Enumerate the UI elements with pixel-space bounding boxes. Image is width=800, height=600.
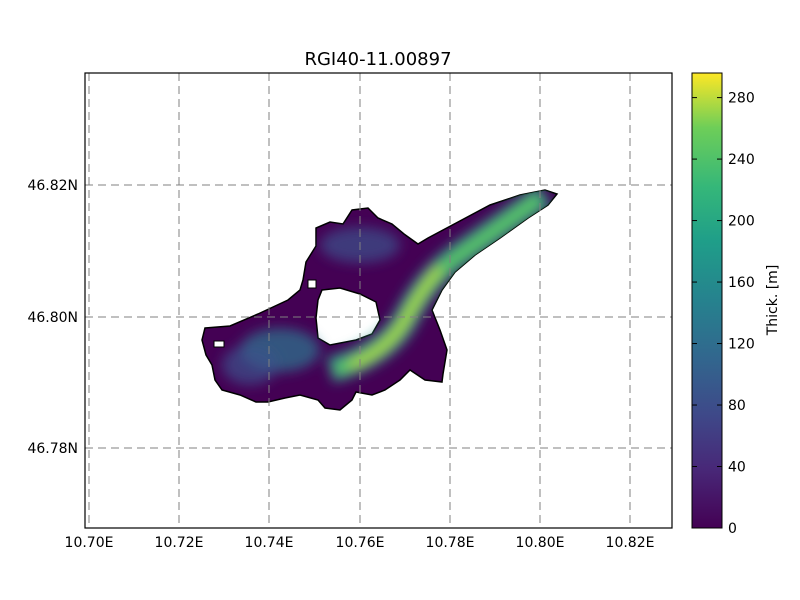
map-axes-border [84,72,673,529]
y-tick-label: 46.78N [27,441,78,457]
colorbar-tick-label: 120 [728,337,755,353]
colorbar-tick-label: 80 [728,398,746,414]
colorbar-tick-label: 160 [728,275,755,291]
y-axis-ticks: 46.82N 46.80N 46.78N [27,178,78,457]
x-tick-label: 10.72E [155,535,204,551]
map-grid [85,73,672,528]
x-tick-label: 10.80E [516,535,565,551]
x-axis-ticks: 10.70E 10.72E 10.74E 10.76E 10.78E 10.80… [65,535,655,551]
colorbar-tick-label: 240 [728,152,755,168]
glacier-thickness-field [201,189,559,411]
colorbar-tick-label: 280 [728,91,755,107]
colorbar-tick-label: 0 [728,521,737,537]
colorbar-tick-label: 40 [728,460,746,476]
y-tick-label: 46.80N [27,310,78,326]
nunatak-1 [213,340,225,348]
y-tick-label: 46.82N [27,178,78,194]
colorbar-gradient [691,72,723,529]
x-tick-label: 10.78E [426,535,475,551]
colorbar-ticks: 0 40 80 120 160 200 240 280 [692,91,755,537]
thickness-shading [222,190,553,385]
x-tick-label: 10.70E [65,535,114,551]
colorbar-tick-label: 200 [728,214,755,230]
x-tick-label: 10.76E [336,535,385,551]
x-tick-label: 10.82E [606,535,655,551]
x-tick-label: 10.74E [245,535,294,551]
map-title: RGI40-11.00897 [304,49,451,70]
nunatak-2 [307,279,317,289]
colorbar-label: Thick. [m] [765,265,781,337]
colorbar: 0 40 80 120 160 200 240 280 Thick. [m] [691,72,781,537]
